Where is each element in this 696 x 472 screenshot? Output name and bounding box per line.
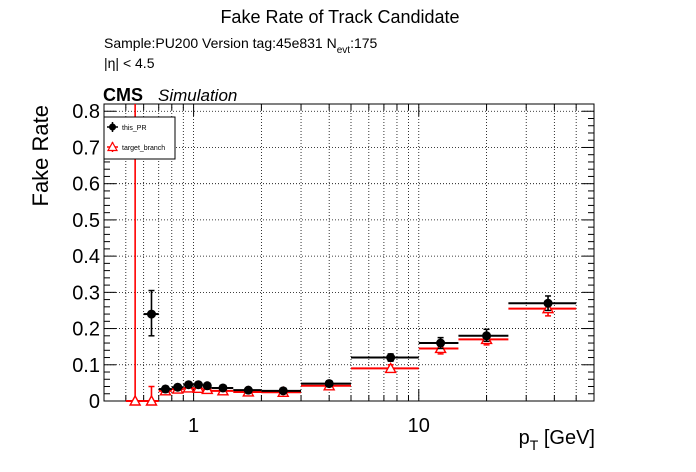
sample-info-count: :175 [350, 35, 377, 51]
data-point-this-pr [184, 380, 194, 390]
x-tick-label: 1 [188, 415, 199, 437]
x-axis-title-unit: [GeV] [538, 427, 595, 449]
data-point-this-pr [278, 386, 288, 396]
y-tick-label: 0.6 [72, 174, 100, 196]
sample-info-main: Sample:PU200 Version tag:45e831 N [104, 35, 337, 51]
data-point-this-pr [386, 353, 396, 363]
data-point-this-pr [173, 382, 183, 392]
data-point-target-branch [384, 361, 397, 374]
cms-label: CMS [103, 85, 143, 105]
legend-label-target-branch: target_branch [122, 145, 165, 152]
legend-box [103, 116, 176, 160]
x-axis-title: pT [GeV] [519, 427, 595, 453]
x-tick-label: 10 [408, 415, 430, 437]
y-axis-title: Fake Rate [28, 105, 53, 207]
data-point-target-branch [145, 394, 158, 406]
x-axis-title-p: p [519, 427, 530, 449]
sample-info: Sample:PU200 Version tag:45e831 Nevt:175 [104, 35, 378, 56]
data-point-target-branch [128, 394, 142, 406]
data-point-this-pr [218, 383, 228, 393]
chart-title: Fake Rate of Track Candidate [220, 7, 459, 27]
data-point-this-pr [436, 338, 446, 348]
legend-marker-target-branch [106, 141, 119, 152]
axes: 0 0.1 0.2 0.3 0.4 0.5 0.6 0.7 0.8 1 10 [72, 101, 595, 437]
y-tick-label: 0 [89, 391, 100, 413]
y-tick-label: 0.4 [72, 246, 100, 268]
simulation-label: Simulation [158, 86, 237, 105]
data-point-this-pr [243, 385, 253, 395]
data-point-this-pr [146, 309, 156, 319]
legend-marker-this-pr [107, 122, 118, 132]
grid-lines [104, 104, 594, 401]
eta-cut: |η| < 4.5 [104, 55, 155, 71]
data-point-this-pr [193, 380, 203, 390]
y-tick-label: 0.7 [72, 137, 100, 159]
legend-label-this-pr: this_PR [122, 125, 147, 132]
y-tick-label: 0.2 [72, 319, 100, 341]
y-tick-label: 0.5 [72, 210, 100, 232]
y-tick-label: 0.3 [72, 282, 100, 304]
data-point-this-pr [324, 379, 334, 389]
y-tick-label: 0.1 [72, 355, 100, 377]
data-point-this-pr [202, 381, 212, 391]
legend: this_PR target_branch [103, 116, 176, 160]
data-point-this-pr [543, 298, 553, 308]
series-this-pr [143, 289, 577, 396]
data-point-this-pr [482, 331, 492, 341]
x-axis-title-sub: T [530, 437, 539, 453]
y-tick-label: 0.8 [72, 101, 100, 123]
sample-info-sub: evt [337, 45, 351, 56]
data-point-this-pr [160, 384, 170, 394]
plot-frame [103, 103, 595, 402]
